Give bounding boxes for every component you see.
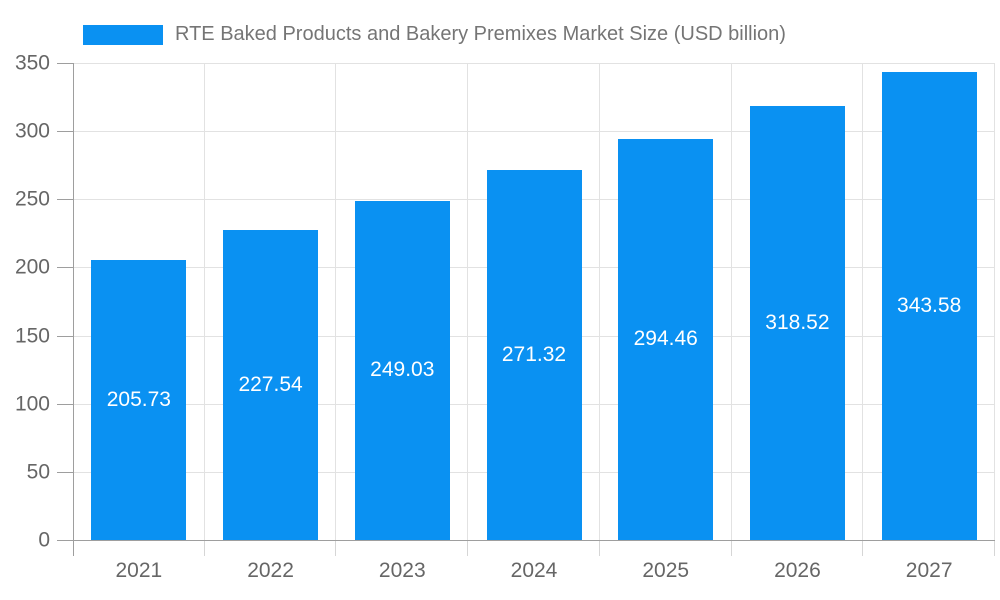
- gridline-vertical: [598, 63, 600, 540]
- y-axis-tick: [57, 63, 73, 64]
- gridline-vertical: [335, 63, 337, 540]
- x-axis-tick: [994, 541, 995, 556]
- x-axis-tick: [598, 541, 600, 556]
- y-tick-label: 350: [14, 51, 50, 75]
- bar-value-label: 343.58: [897, 293, 962, 317]
- y-tick-label: 100: [14, 392, 50, 416]
- gridline-horizontal: [73, 63, 995, 64]
- x-axis-line: [57, 540, 995, 541]
- x-tick-label: 2025: [642, 559, 690, 582]
- x-axis-tick: [467, 541, 469, 556]
- x-tick-label: 2027: [905, 559, 953, 582]
- y-axis-tick: [57, 403, 73, 405]
- bar[interactable]: [618, 138, 714, 540]
- gridline-vertical: [862, 63, 864, 540]
- y-axis-tick: [57, 199, 73, 201]
- y-axis-line: [73, 63, 74, 556]
- x-tick-label: 2023: [378, 559, 426, 582]
- y-tick-label: 250: [14, 187, 50, 211]
- gridline-vertical: [467, 63, 469, 540]
- bar[interactable]: [91, 259, 187, 540]
- bar[interactable]: [223, 229, 319, 540]
- legend-swatch: [83, 24, 163, 45]
- bar-value-label: 227.54: [238, 372, 303, 396]
- plot-area: 205.73 227.54 249.03 271.32 294.46 318.52 343.…: [15, 53, 995, 582]
- y-tick-label: 50: [26, 460, 50, 484]
- bar[interactable]: [749, 105, 845, 540]
- y-tick-label: 300: [14, 119, 50, 143]
- bar[interactable]: [486, 170, 582, 540]
- y-axis-tick: [57, 267, 73, 269]
- gridline-vertical: [994, 63, 995, 540]
- bar-value-label: 294.46: [633, 327, 698, 351]
- gridline-horizontal: [73, 131, 995, 133]
- legend-item[interactable]: RTE Baked Products and Bakery Premixes M…: [83, 23, 786, 46]
- x-axis-tick: [862, 541, 864, 556]
- x-axis-tick: [335, 541, 337, 556]
- x-axis-tick: [730, 541, 732, 556]
- y-axis-tick: [57, 335, 73, 337]
- legend-label: RTE Baked Products and Bakery Premixes M…: [175, 23, 786, 45]
- gridline-vertical: [730, 63, 732, 540]
- y-axis-tick: [57, 540, 73, 541]
- x-tick-label: 2026: [774, 559, 821, 582]
- y-tick-label: 150: [14, 324, 50, 348]
- x-tick-label: 2022: [247, 559, 294, 582]
- x-tick-label: 2021: [115, 559, 163, 582]
- y-tick-label: 0: [38, 528, 50, 552]
- gridline-vertical: [203, 63, 205, 540]
- y-axis-tick: [57, 471, 73, 473]
- y-axis-tick: [57, 131, 73, 133]
- bar-value-label: 318.52: [765, 310, 830, 334]
- bar[interactable]: [354, 200, 450, 540]
- bar-value-label: 249.03: [370, 358, 435, 382]
- bar-value-label: 205.73: [106, 387, 171, 411]
- bar[interactable]: [881, 71, 977, 540]
- x-tick-label: 2024: [510, 559, 558, 582]
- bar-value-label: 271.32: [501, 343, 567, 367]
- y-tick-label: 200: [14, 255, 50, 279]
- x-axis-tick: [203, 541, 205, 556]
